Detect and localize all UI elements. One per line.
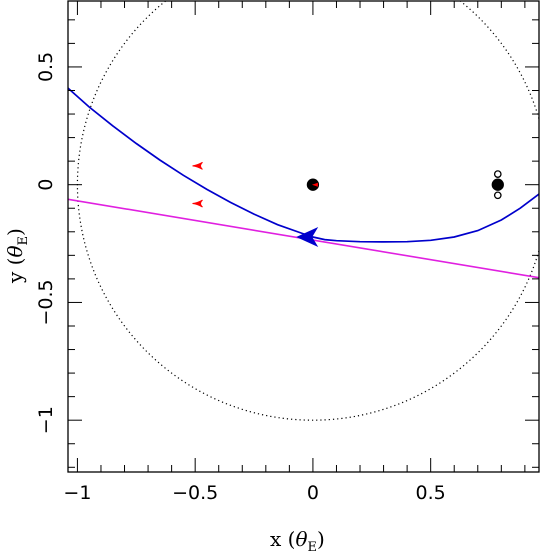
trajectory-direction-arrow bbox=[296, 226, 319, 247]
x-tick-label: −0.5 bbox=[172, 482, 218, 504]
lens-4 bbox=[493, 191, 502, 200]
x-tick-label: 0.5 bbox=[416, 482, 446, 504]
x-tick-label: −1 bbox=[63, 482, 91, 504]
y-tick-label: −1 bbox=[35, 406, 57, 434]
trajectory-curve bbox=[68, 87, 539, 243]
caustic-1 bbox=[192, 161, 203, 170]
lens-2 bbox=[491, 178, 504, 191]
plot-area bbox=[68, 1, 539, 421]
einstein-ring bbox=[76, 1, 539, 421]
y-tick-label: 0.5 bbox=[35, 52, 57, 82]
caustic-center-overlay bbox=[311, 182, 318, 187]
x-tick-label: 0 bbox=[307, 482, 319, 504]
plot-frame bbox=[67, 0, 540, 473]
caustic-2 bbox=[192, 199, 203, 208]
x-axis-label: x (θE) bbox=[270, 527, 325, 555]
y-axis-label: y (θE) bbox=[3, 228, 31, 284]
y-tick-label: −0.5 bbox=[35, 279, 57, 325]
y-tick-label: 0 bbox=[35, 179, 57, 191]
lens-3 bbox=[493, 170, 502, 178]
axis-ticks: −1 −0.5 0 0.5 −1 −0.5 0 0.5 bbox=[35, 1, 539, 504]
